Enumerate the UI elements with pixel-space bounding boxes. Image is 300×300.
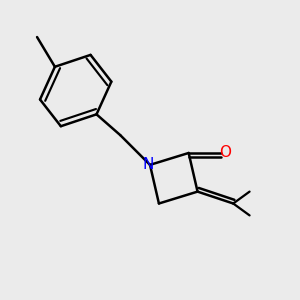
Text: N: N — [143, 158, 154, 172]
Text: O: O — [219, 146, 231, 160]
